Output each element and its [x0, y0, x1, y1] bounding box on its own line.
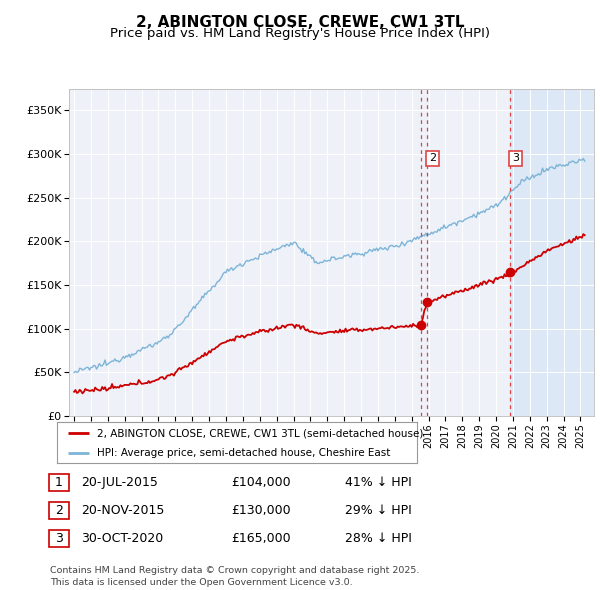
Text: 3: 3	[55, 532, 63, 545]
Text: 2, ABINGTON CLOSE, CREWE, CW1 3TL (semi-detached house): 2, ABINGTON CLOSE, CREWE, CW1 3TL (semi-…	[97, 428, 423, 438]
Text: 2: 2	[429, 153, 436, 163]
Text: 30-OCT-2020: 30-OCT-2020	[81, 532, 163, 545]
Text: Contains HM Land Registry data © Crown copyright and database right 2025.
This d: Contains HM Land Registry data © Crown c…	[50, 566, 419, 587]
Text: £104,000: £104,000	[231, 476, 290, 490]
Text: 28% ↓ HPI: 28% ↓ HPI	[345, 532, 412, 545]
Text: 20-NOV-2015: 20-NOV-2015	[81, 504, 164, 517]
Text: 2: 2	[55, 504, 63, 517]
Text: 2, ABINGTON CLOSE, CREWE, CW1 3TL: 2, ABINGTON CLOSE, CREWE, CW1 3TL	[136, 15, 464, 30]
Bar	[510, 88, 594, 416]
Text: 20-JUL-2015: 20-JUL-2015	[81, 476, 158, 490]
Text: HPI: Average price, semi-detached house, Cheshire East: HPI: Average price, semi-detached house,…	[97, 448, 390, 458]
Text: 29% ↓ HPI: 29% ↓ HPI	[345, 504, 412, 517]
Text: £165,000: £165,000	[231, 532, 290, 545]
Text: 41% ↓ HPI: 41% ↓ HPI	[345, 476, 412, 490]
Text: Price paid vs. HM Land Registry's House Price Index (HPI): Price paid vs. HM Land Registry's House …	[110, 27, 490, 40]
Text: 1: 1	[55, 476, 63, 490]
Text: 3: 3	[512, 153, 519, 163]
Text: £130,000: £130,000	[231, 504, 290, 517]
